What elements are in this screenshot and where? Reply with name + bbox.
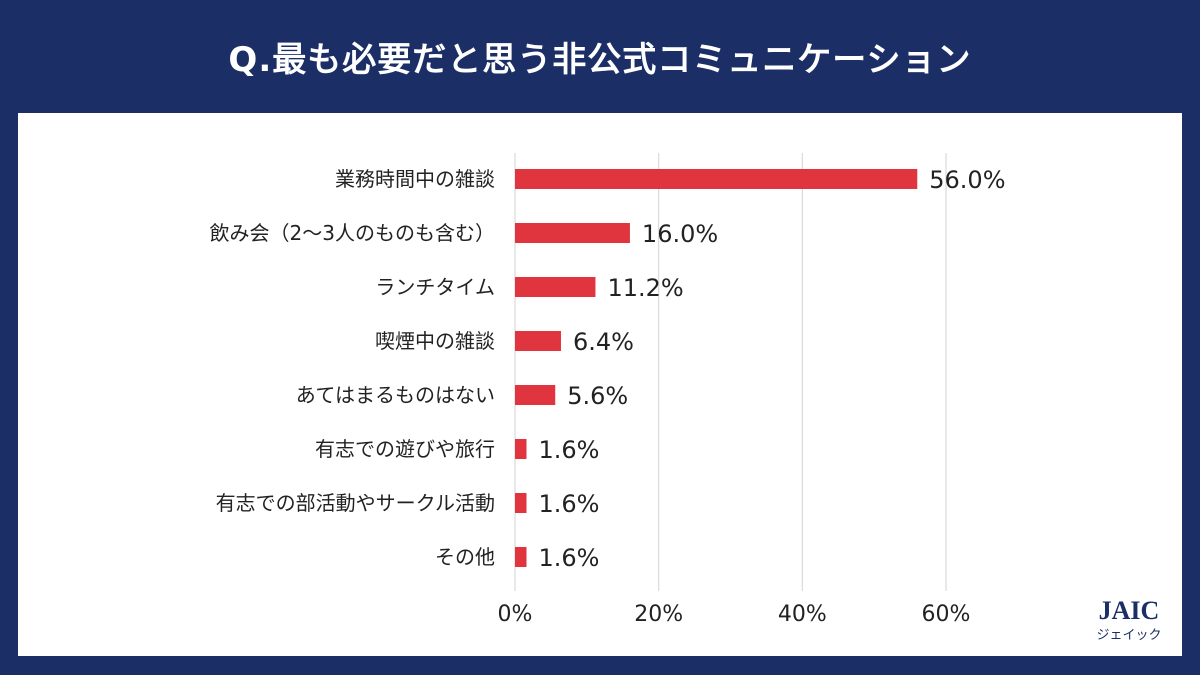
x-tick-label: 0% [498,602,533,627]
value-label: 16.0% [642,220,718,248]
value-label: 1.6% [538,544,599,572]
bar-chart: 0% 20% 40% 60% 業務時間中の雑談 56.0% 飲み会（2～3人のものも含む） 1… [210,153,1006,627]
x-tick-label: 40% [778,602,827,627]
bar [515,439,527,459]
bar [515,493,527,513]
x-tick-label: 60% [922,602,971,627]
jaic-logo: JAIC ジェイック [1096,596,1161,643]
page-title: Q.最も必要だと思う非公式コミュニケーション [228,39,972,80]
category-label: ランチタイム [375,275,495,299]
value-label: 6.4% [573,328,634,356]
bar [515,169,918,189]
logo-text: JAIC [1099,596,1160,625]
chart-panel: 0% 20% 40% 60% 業務時間中の雑談 56.0% 飲み会（2～3人のものも含む） 1… [18,113,1182,656]
category-label: 有志での部活動やサークル活動 [216,491,495,515]
category-label: 有志での遊びや旅行 [315,437,495,461]
bar [515,331,561,351]
category-label: あてはまるものはない [296,383,495,407]
value-label: 1.6% [538,436,599,464]
category-label: 喫煙中の雑談 [375,329,495,353]
logo-kana-text: ジェイック [1096,628,1161,643]
value-label: 1.6% [538,490,599,518]
value-label: 56.0% [929,166,1005,194]
bar [515,547,527,567]
category-label: 飲み会（2～3人のものも含む） [210,221,495,245]
category-label: 業務時間中の雑談 [335,167,495,191]
bar [515,223,630,243]
bar [515,385,556,405]
value-label: 11.2% [607,274,683,302]
bar [515,277,596,297]
x-tick-label: 20% [634,602,683,627]
value-label: 5.6% [567,382,628,410]
category-label: その他 [435,545,495,569]
